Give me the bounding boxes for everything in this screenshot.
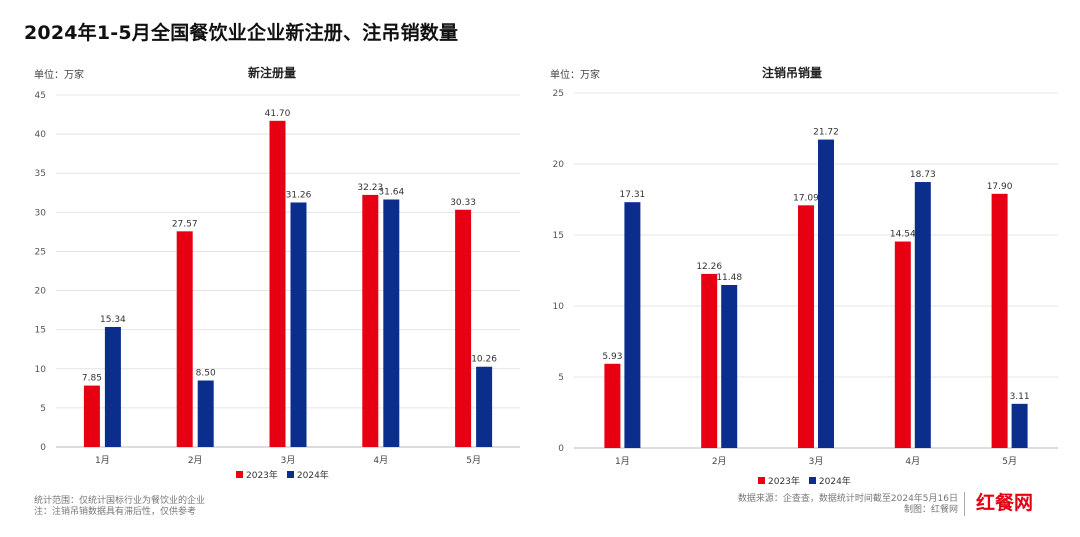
unit-label: 单位：万家 (34, 70, 84, 81)
legend-swatch-2023 (758, 477, 765, 484)
footnote-line: 统计范围：仅统计国标行业为餐饮业的企业 (34, 496, 206, 506)
x-tick-label: 5月 (1002, 456, 1017, 467)
bar-2024-1 (104, 327, 121, 447)
y-tick-label: 5 (40, 404, 46, 414)
legend-item-2024: 2024年 (808, 474, 851, 487)
legend-swatch-2024 (808, 477, 816, 484)
x-tick-label: 3月 (281, 455, 296, 466)
legend-swatch-2024 (286, 471, 294, 478)
new-registration-bar-chart: 0 5 10 15 20 25 30 35 40 45 7.85 15.34 1月 27.57 8.50 2月… (35, 91, 520, 466)
bar-2024-5 (1011, 403, 1028, 448)
y-tick-label: 10 (553, 302, 565, 312)
y-tick-label: 15 (35, 326, 46, 336)
bar-2024-4 (383, 199, 400, 447)
scope-footnote: 统计范围：仅统计国标行业为餐饮业的企业 注：注销吊销数据具有滞后性，仅供参考 (34, 496, 205, 518)
page-title: 2024年1-5月全国餐饮业企业新注册、注吊销数量 (24, 22, 459, 44)
y-tick-label: 15 (553, 231, 564, 241)
source-line: 数据来源：企查查，数据统计时间截至2024年5月16日 (737, 494, 958, 504)
source-footnote: 数据来源：企查查，数据统计时间截至2024年5月16日 制图：红餐网 (734, 494, 958, 516)
bar-2023-2 (701, 273, 718, 448)
data-label: 5.93 (602, 352, 622, 362)
bar-2024-4 (914, 182, 931, 448)
chart-title: 注销吊销量 (762, 66, 823, 80)
unit-label: 单位：万家 (550, 70, 600, 81)
brand-divider (964, 492, 965, 516)
x-tick-label: 1月 (615, 456, 630, 467)
x-tick-label: 2月 (712, 456, 727, 467)
bar-2024-5 (476, 366, 493, 447)
y-tick-label: 25 (553, 89, 564, 99)
legend-item-2024: 2024年 (286, 468, 329, 481)
y-tick-label: 20 (35, 287, 47, 297)
legend-label-2024: 2024年 (296, 471, 329, 481)
footnote-line: 注：注销吊销数据具有滞后性，仅供参考 (34, 507, 197, 517)
x-tick-label: 1月 (95, 455, 110, 466)
y-tick-label: 5 (558, 373, 564, 383)
legend-item-2023: 2023年 (236, 468, 278, 481)
data-label: 7.85 (82, 374, 102, 384)
bar-2023-3 (798, 205, 814, 448)
bar-2024-3 (818, 139, 834, 448)
data-label: 3.11 (1010, 392, 1030, 402)
y-tick-label: 0 (558, 444, 564, 454)
data-label: 30.33 (450, 198, 476, 208)
y-tick-label: 45 (35, 91, 46, 101)
data-label: 8.50 (196, 369, 216, 379)
bar-2023-3 (269, 120, 286, 448)
y-tick-label: 10 (35, 365, 47, 375)
bar-2023-5 (991, 193, 1008, 448)
data-label: 14.54 (890, 230, 916, 240)
legend-swatch-2023 (236, 471, 243, 478)
x-tick-label: 4月 (373, 455, 388, 466)
y-tick-label: 20 (553, 160, 565, 170)
data-label: 15.34 (100, 315, 126, 325)
legend-label-2023: 2023年 (768, 477, 800, 487)
chart-title: 新注册量 (248, 66, 297, 80)
y-tick-label: 0 (40, 443, 46, 453)
bar-2024-1 (624, 202, 641, 448)
bar-2024-2 (721, 284, 738, 448)
y-tick-label: 35 (35, 169, 46, 179)
y-tick-label: 40 (35, 130, 47, 140)
bar-2023-2 (176, 231, 193, 447)
data-label: 31.26 (286, 190, 312, 200)
bar-2023-5 (455, 209, 472, 447)
data-label: 27.57 (172, 219, 198, 229)
x-tick-label: 2月 (188, 455, 203, 466)
data-label: 41.70 (265, 109, 291, 119)
x-tick-label: 3月 (809, 456, 824, 467)
data-label: 17.09 (793, 193, 819, 203)
legend-label-2023: 2023年 (246, 471, 278, 481)
x-tick-label: 5月 (466, 455, 481, 466)
data-label: 31.64 (378, 188, 404, 198)
new-registration-chart-panel: 单位：万家 新注册量 0 5 10 15 20 25 30 35 40 45 7.85 15.34 1月… (0, 56, 540, 496)
legend-item-2023: 2023年 (758, 474, 800, 487)
data-label: 32.23 (357, 183, 383, 193)
data-label: 12.26 (696, 262, 722, 272)
data-label: 17.31 (620, 190, 646, 200)
x-tick-label: 4月 (905, 456, 920, 467)
legend-label-2024: 2024年 (818, 477, 851, 487)
bar-2023-1 (83, 385, 100, 447)
bar-2024-3 (290, 202, 307, 447)
data-label: 10.26 (471, 355, 497, 365)
data-label: 21.72 (813, 128, 839, 138)
y-tick-label: 25 (35, 247, 46, 257)
data-label: 18.73 (910, 170, 936, 180)
brand-logo: 红餐网 (976, 492, 1034, 514)
bar-2024-2 (197, 380, 214, 447)
y-tick-label: 30 (35, 208, 47, 218)
bar-2023-4 (894, 241, 911, 448)
chart-legend: 2023年 2024年 (758, 474, 857, 487)
credit-line: 制图：红餐网 (903, 505, 958, 515)
data-label: 11.48 (716, 273, 742, 283)
bar-2023-4 (362, 194, 379, 447)
bar-2023-1 (604, 363, 621, 448)
cancellation-chart-panel: 单位：万家 注销吊销量 0 5 10 15 20 25 5.93 17.31 1月 12.26 11… (540, 56, 1080, 496)
chart-legend: 2023年 2024年 (236, 468, 335, 481)
data-label: 17.90 (987, 182, 1013, 192)
